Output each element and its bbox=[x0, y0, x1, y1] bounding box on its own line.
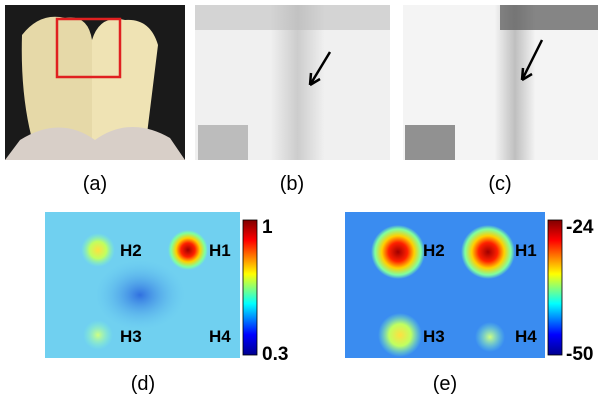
colorbar-max: -24 bbox=[566, 217, 594, 238]
image-c bbox=[403, 5, 598, 160]
spot-label: H2 bbox=[423, 241, 445, 260]
spot-label: H1 bbox=[209, 241, 231, 260]
spot-label: H4 bbox=[209, 327, 231, 346]
panel-label: (d) bbox=[131, 373, 155, 395]
colorbar-min: 0.3 bbox=[262, 344, 288, 365]
colorbar-min: -50 bbox=[566, 344, 593, 365]
figure: (a) (b) (c) (d) (e) H1 H2 H3 H4 H1 H2 H3… bbox=[0, 0, 603, 407]
spot-label: H2 bbox=[120, 241, 142, 260]
panel-label: (a) bbox=[83, 173, 107, 195]
spot-label: H3 bbox=[423, 327, 445, 346]
panel-label: (c) bbox=[488, 173, 511, 195]
spot-label: H4 bbox=[515, 327, 537, 346]
panel-label: (b) bbox=[280, 173, 304, 195]
colorbar-max: 1 bbox=[262, 217, 273, 238]
tooth-photo bbox=[5, 5, 185, 160]
image-b bbox=[195, 5, 390, 160]
spot-label: H3 bbox=[120, 327, 142, 346]
spot-label: H1 bbox=[515, 241, 537, 260]
panel-label: (e) bbox=[433, 373, 457, 395]
